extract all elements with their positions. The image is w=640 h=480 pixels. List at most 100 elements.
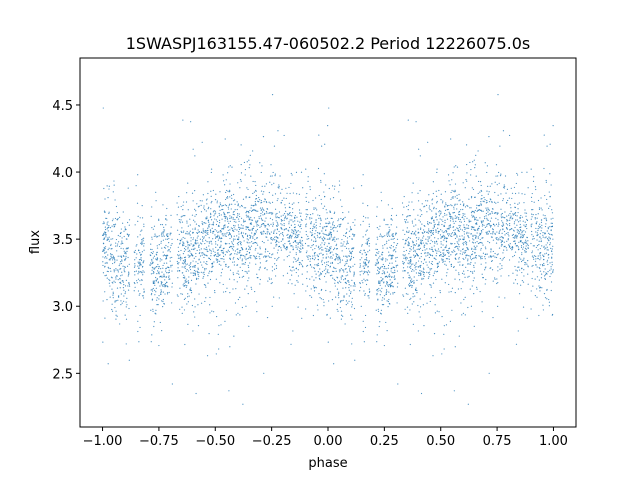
data-point <box>516 215 518 217</box>
data-point <box>205 217 207 219</box>
data-point <box>479 233 482 236</box>
data-point <box>416 289 418 292</box>
data-point <box>246 187 248 189</box>
data-point <box>222 233 224 235</box>
data-point <box>508 223 511 225</box>
data-point <box>414 267 416 269</box>
data-point <box>139 262 141 264</box>
data-point <box>268 191 270 194</box>
data-point <box>225 179 227 181</box>
data-point <box>228 250 230 253</box>
data-point <box>396 243 399 245</box>
data-point <box>168 269 170 271</box>
data-point <box>516 229 518 231</box>
data-point <box>108 188 110 190</box>
data-point <box>388 298 390 301</box>
data-point <box>220 264 222 266</box>
data-point <box>407 241 409 243</box>
data-point <box>139 293 141 295</box>
data-point <box>443 325 445 327</box>
data-point <box>162 239 164 241</box>
data-point <box>150 251 152 254</box>
data-point <box>102 242 105 244</box>
data-point <box>472 234 474 236</box>
data-point <box>105 274 107 276</box>
data-point <box>331 251 333 253</box>
data-point <box>104 251 106 253</box>
data-point <box>486 201 488 204</box>
data-point <box>106 239 109 241</box>
data-point <box>467 260 469 262</box>
data-point <box>530 168 532 170</box>
data-point <box>252 237 254 239</box>
data-point <box>391 234 393 236</box>
data-point <box>108 282 110 284</box>
data-point <box>246 210 248 212</box>
data-point <box>489 224 491 226</box>
data-point <box>423 278 425 280</box>
data-point <box>238 228 241 231</box>
data-point <box>313 240 315 242</box>
data-point <box>136 202 139 204</box>
data-point <box>544 225 547 228</box>
data-point <box>190 121 192 123</box>
data-point <box>216 255 218 257</box>
data-point <box>475 154 477 156</box>
data-point <box>385 289 388 291</box>
data-point <box>198 246 200 248</box>
data-point <box>312 314 314 317</box>
data-point <box>223 233 225 235</box>
data-point <box>391 281 393 283</box>
data-point <box>128 272 130 274</box>
data-point <box>238 236 240 238</box>
data-point <box>463 241 465 244</box>
data-point <box>531 234 533 236</box>
data-point <box>550 268 552 270</box>
data-point <box>275 245 277 247</box>
data-point <box>305 224 307 226</box>
data-point <box>246 271 248 273</box>
data-point <box>270 237 273 239</box>
data-point <box>203 253 205 255</box>
data-point <box>246 216 248 218</box>
data-point <box>181 293 184 295</box>
data-point <box>442 260 444 262</box>
data-point <box>419 257 421 259</box>
data-point <box>270 223 272 225</box>
data-point <box>122 287 125 289</box>
data-point <box>311 266 313 268</box>
data-point <box>497 270 499 272</box>
data-point <box>535 227 537 230</box>
data-point <box>107 237 109 239</box>
data-point <box>408 215 410 217</box>
data-point <box>222 204 225 207</box>
data-point <box>176 260 178 263</box>
data-point <box>512 256 514 258</box>
data-point <box>455 220 457 222</box>
data-point <box>436 266 439 269</box>
data-point <box>414 295 416 297</box>
data-point <box>291 266 293 268</box>
data-point <box>305 200 308 203</box>
data-point <box>350 255 353 257</box>
data-point <box>162 285 164 287</box>
data-point <box>419 228 422 230</box>
data-point <box>125 251 127 253</box>
data-point <box>378 325 380 328</box>
data-point <box>369 290 371 292</box>
data-point <box>230 235 232 237</box>
data-point <box>210 231 212 233</box>
data-point <box>210 202 212 204</box>
data-point <box>465 266 467 268</box>
data-point <box>325 273 327 275</box>
data-point <box>112 292 114 295</box>
data-point <box>123 235 125 238</box>
data-point <box>202 252 204 254</box>
data-point <box>202 230 204 232</box>
data-point <box>376 263 378 265</box>
data-point <box>412 263 414 265</box>
data-point <box>141 239 143 241</box>
data-point <box>114 281 116 283</box>
data-point <box>222 255 225 257</box>
data-point <box>502 252 504 254</box>
